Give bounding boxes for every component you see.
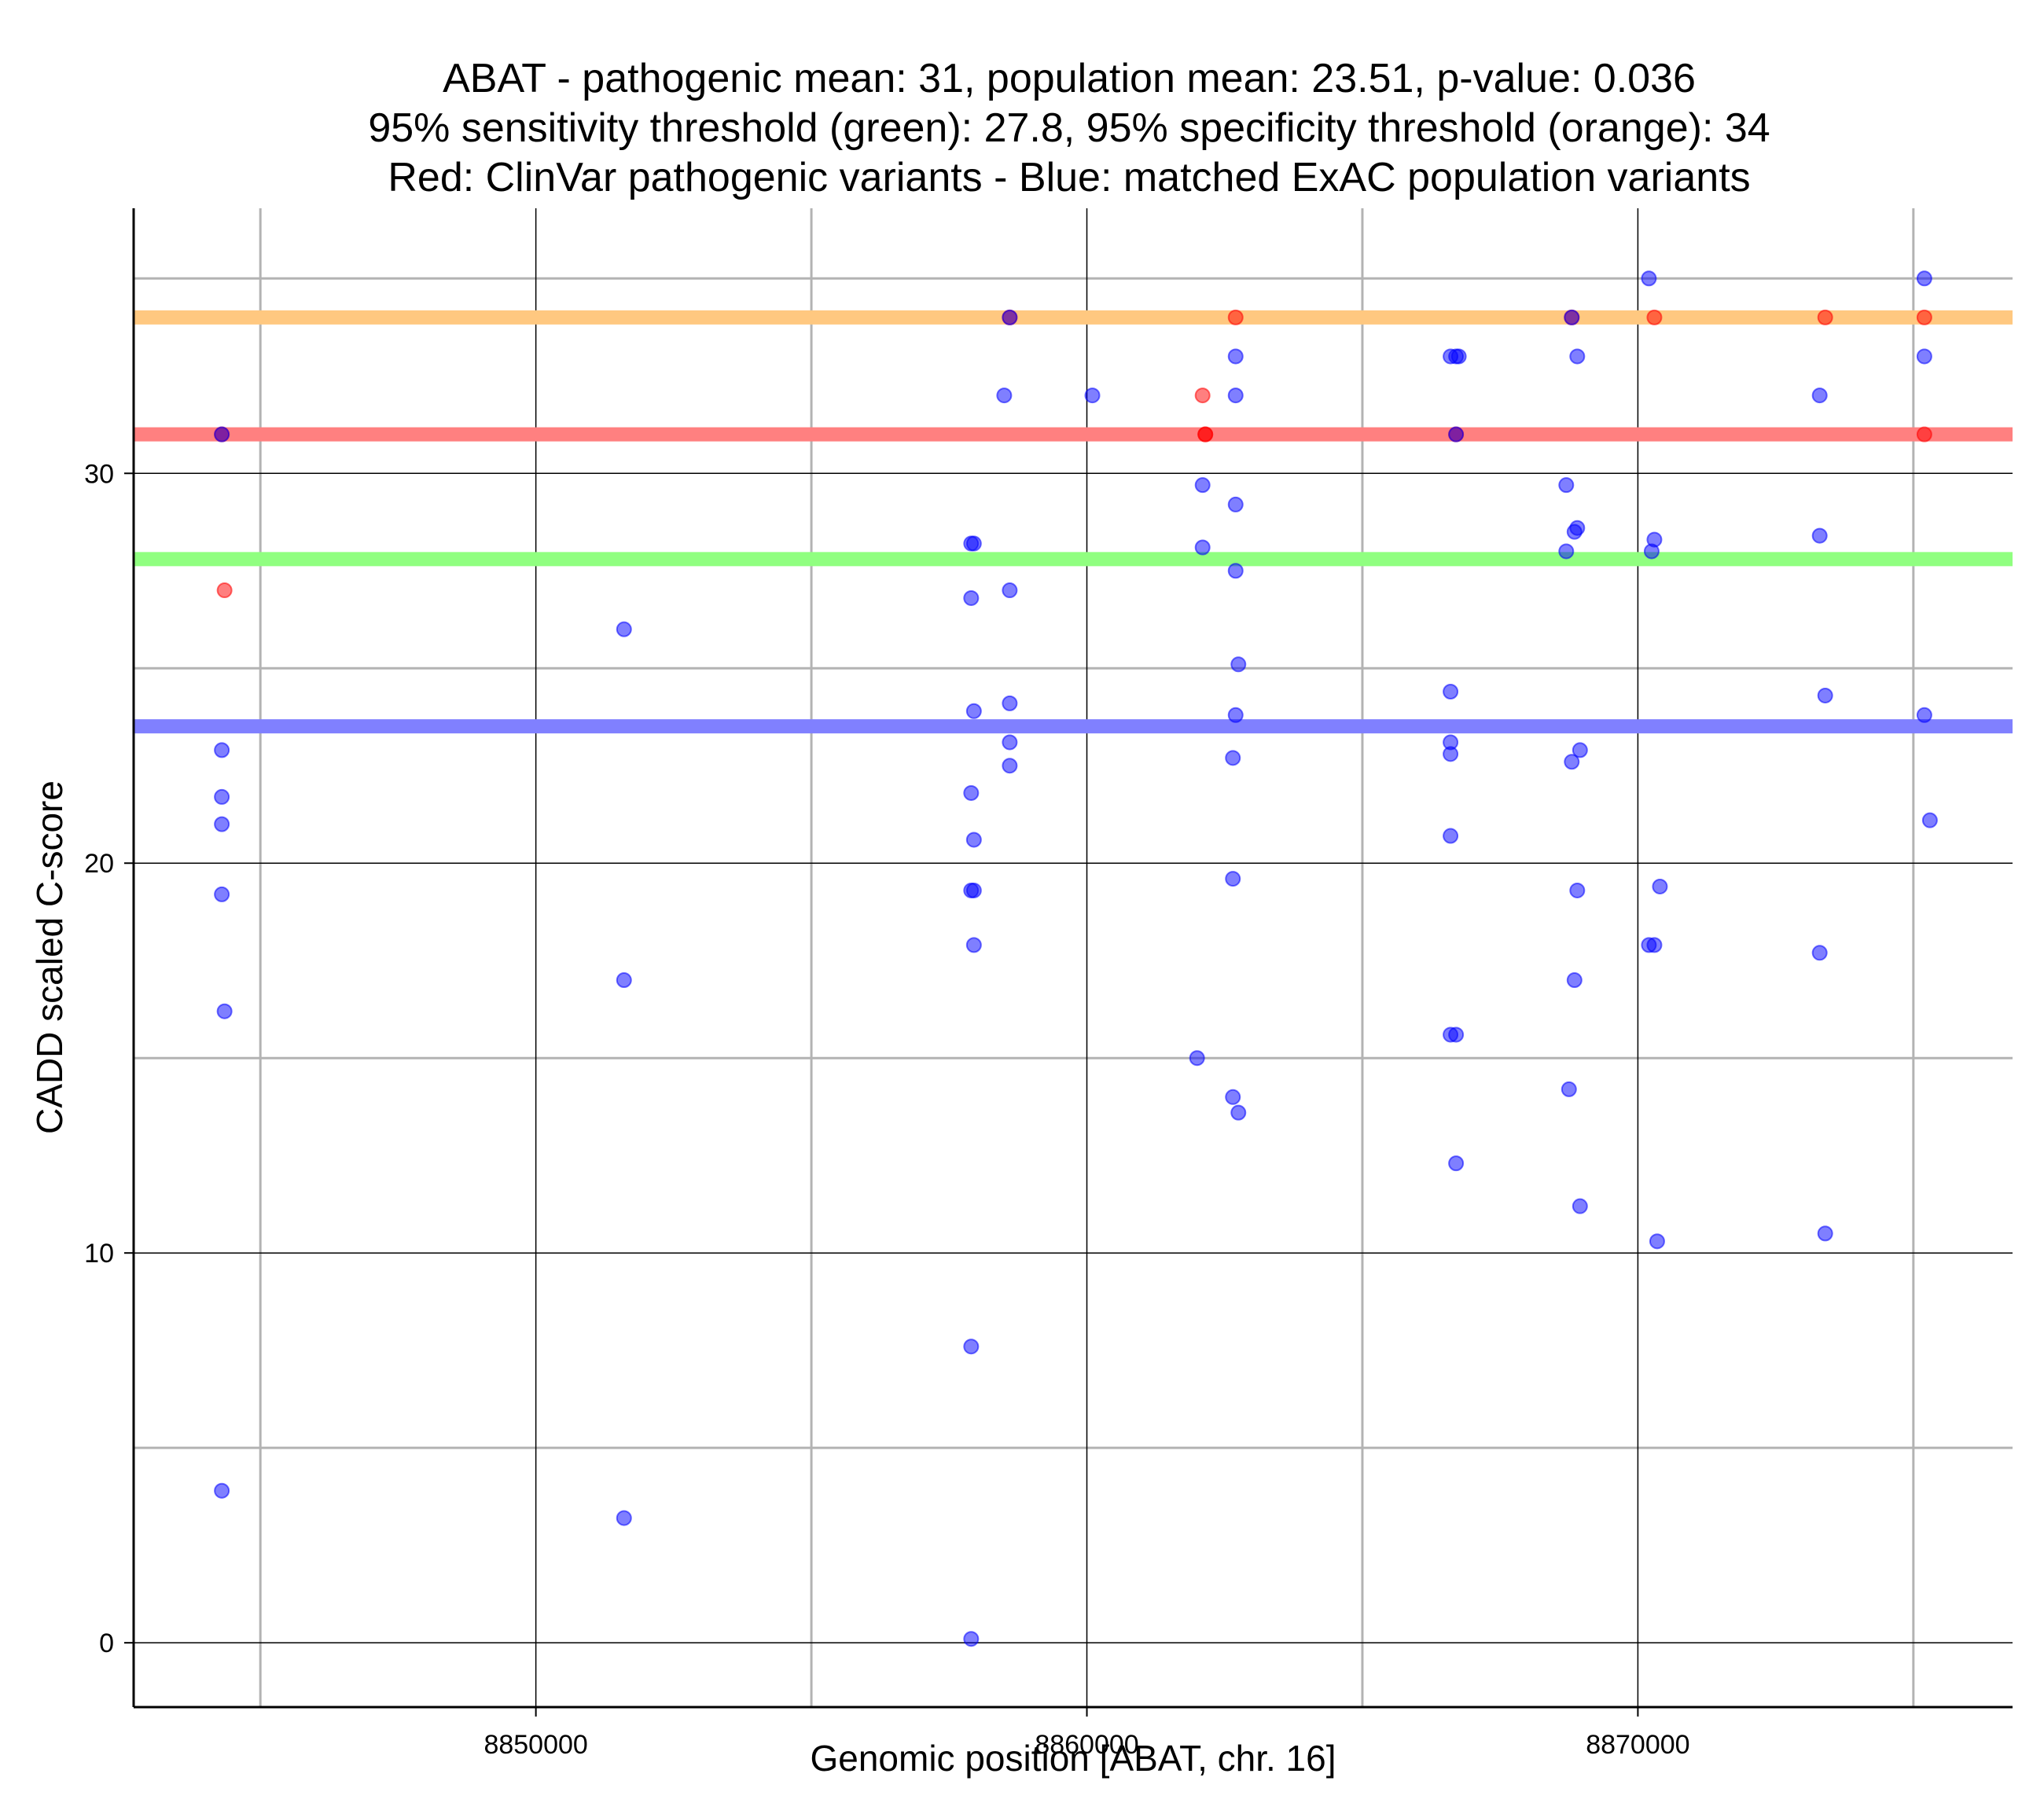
population-point (1002, 582, 1018, 599)
y-tick-label: 20 (84, 849, 114, 879)
population-point (214, 788, 230, 805)
population-point (1569, 882, 1586, 898)
population-point (1916, 270, 1932, 287)
population-point (965, 937, 982, 953)
population-point (1558, 543, 1575, 560)
population-point (214, 816, 230, 832)
population-point (1448, 1155, 1465, 1172)
chart-title-line-2: 95% sensitivity threshold (green): 27.8,… (368, 105, 1770, 151)
population-point (616, 621, 632, 637)
pathogenic-point (1194, 387, 1211, 404)
population-point (1002, 695, 1018, 711)
chart-title-line-3: Red: ClinVar pathogenic variants - Blue:… (388, 155, 1750, 200)
population-point (1558, 477, 1575, 494)
tick-labels: 8850000 8860000 8870000 0 10 20 30 (84, 459, 1689, 1760)
population-point (1811, 527, 1828, 544)
population-point (963, 1338, 980, 1355)
population-point (1230, 1104, 1247, 1121)
population-point (1572, 1198, 1588, 1214)
population-point (1921, 812, 1938, 828)
y-tick-label: 30 (84, 459, 114, 489)
population-point (963, 1631, 980, 1647)
population-point (1443, 828, 1459, 844)
population-point (963, 589, 980, 606)
population-point (1811, 945, 1828, 961)
pathogenic-point (1916, 309, 1932, 325)
population-point (1227, 707, 1244, 723)
y-axis-label: CADD scaled C-score (29, 780, 70, 1134)
population-point (1561, 1081, 1577, 1097)
population-point (965, 535, 982, 552)
y-tick-label: 0 (99, 1629, 114, 1658)
axes (132, 208, 2013, 1709)
pathogenic-point (1197, 426, 1214, 442)
x-tick-label: 8850000 (483, 1730, 587, 1760)
population-point (1002, 758, 1018, 774)
pathogenic-point (216, 582, 233, 599)
population-point (1084, 387, 1101, 404)
population-point (1448, 426, 1465, 442)
population-point (1227, 496, 1244, 512)
population-point (1649, 1233, 1665, 1250)
population-point (1916, 348, 1932, 365)
population-point (996, 387, 1013, 404)
x-tick-label: 8870000 (1586, 1730, 1689, 1760)
population-point (214, 1482, 230, 1499)
population-point (1002, 734, 1018, 751)
population-point (1002, 309, 1018, 325)
population-point (1566, 523, 1583, 540)
population-point (1566, 972, 1583, 989)
population-point (216, 1003, 233, 1019)
x-tick-label: 8860000 (1035, 1730, 1138, 1760)
population-point (214, 886, 230, 902)
population-point (214, 742, 230, 758)
population-point (1564, 309, 1580, 325)
population-point (616, 1510, 632, 1526)
population-point (214, 426, 230, 442)
population-point (1225, 1089, 1241, 1105)
y-tick-label: 10 (84, 1239, 114, 1269)
threshold-lines (134, 310, 2013, 734)
population-point (1643, 543, 1660, 560)
x-axis-label: Genomic position [ABAT, chr. 16] (810, 1738, 1336, 1779)
population-point (1569, 348, 1586, 365)
population-point (1225, 871, 1241, 887)
population-point (1572, 742, 1588, 758)
population-point (965, 703, 982, 719)
population-point (1564, 754, 1580, 770)
population-point (1227, 387, 1244, 404)
population-point (1916, 707, 1932, 723)
population-point (1652, 878, 1668, 894)
population-point (1227, 563, 1244, 579)
population-point (1641, 270, 1657, 287)
population-point (1194, 539, 1211, 556)
pathogenic-point (1646, 309, 1663, 325)
pathogenic-point (1916, 426, 1932, 442)
population-point (1817, 687, 1833, 703)
population-point (1646, 937, 1663, 953)
population-point (1450, 348, 1467, 365)
grid (134, 208, 2013, 1707)
population-point (1448, 1026, 1465, 1043)
population-point (1443, 684, 1459, 700)
population-point (1189, 1050, 1205, 1067)
chart-title: ABAT - pathogenic mean: 31, population m… (368, 56, 1770, 200)
pathogenic-point (1227, 309, 1244, 325)
population-point (1225, 750, 1241, 766)
population-point (1227, 348, 1244, 365)
population-point (1817, 1225, 1833, 1242)
population-point (963, 784, 980, 801)
data-points (214, 270, 1938, 1647)
population-point (965, 832, 982, 848)
population-point (965, 882, 982, 898)
chart-title-line-1: ABAT - pathogenic mean: 31, population m… (443, 56, 1696, 101)
population-point (616, 972, 632, 989)
population-point (1230, 656, 1247, 673)
pathogenic-point (1817, 309, 1833, 325)
population-point (1811, 387, 1828, 404)
population-point (1443, 746, 1459, 762)
population-point (1194, 477, 1211, 494)
